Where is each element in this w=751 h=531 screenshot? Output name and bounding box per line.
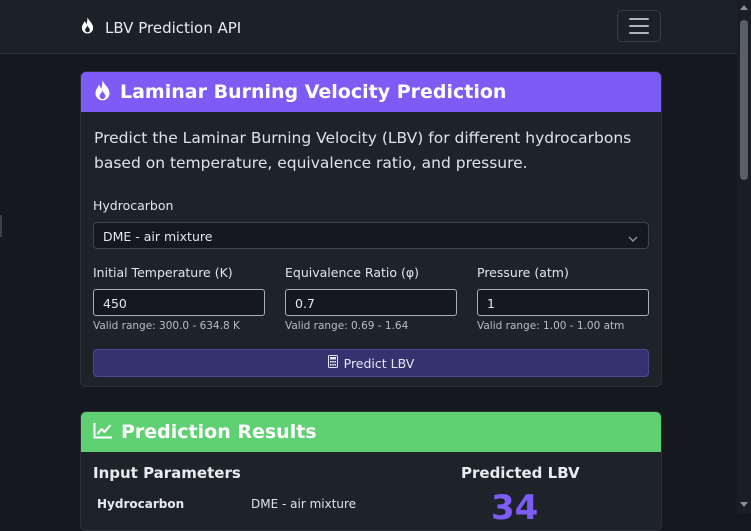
pressure-label: Pressure (atm) [477, 265, 569, 280]
chevron-down-icon [628, 231, 638, 246]
pressure-hint: Valid range: 1.00 - 1.00 atm [477, 320, 625, 332]
vertical-scrollbar[interactable] [737, 0, 751, 513]
predict-lbv-button[interactable]: Predict LBV [93, 349, 649, 377]
equivalence-ratio-label: Equivalence Ratio (φ) [285, 265, 419, 280]
calculator-icon [327, 355, 338, 371]
temperature-input[interactable]: 450 [93, 289, 265, 316]
temperature-hint: Valid range: 300.0 - 634.8 K [93, 320, 240, 332]
navbar: LBV Prediction API [0, 0, 737, 54]
navbar-toggler-button[interactable] [617, 10, 661, 42]
input-parameters-heading: Input Parameters [93, 464, 241, 482]
prediction-form-card: Laminar Burning Velocity Prediction Pred… [80, 71, 662, 387]
hydrocarbon-label: Hydrocarbon [93, 198, 174, 213]
flame-icon [80, 17, 95, 38]
hamburger-icon [629, 18, 649, 20]
card-title: Prediction Results [121, 421, 317, 443]
param-row-value: DME - air mixture [251, 497, 357, 511]
prediction-results-header: Prediction Results [81, 412, 661, 452]
predicted-lbv-heading: Predicted LBV [461, 464, 580, 482]
scroll-up-arrow-icon[interactable] [740, 5, 748, 10]
pressure-input[interactable]: 1 [477, 289, 649, 316]
prediction-results-card: Prediction Results Input Parameters Pred… [80, 411, 662, 531]
prediction-form-header: Laminar Burning Velocity Prediction [81, 72, 661, 112]
predicted-lbv-value: 34 [491, 488, 539, 528]
temperature-label: Initial Temperature (K) [93, 265, 233, 280]
scrollbar-thumb[interactable] [740, 20, 748, 180]
brand-title: LBV Prediction API [105, 18, 242, 37]
hydrocarbon-select[interactable]: DME - air mixture [93, 222, 649, 249]
hydrocarbon-select-value: DME - air mixture [103, 229, 213, 244]
chart-line-icon [93, 422, 113, 443]
window-splitter[interactable] [0, 215, 2, 237]
predict-button-label: Predict LBV [343, 355, 415, 371]
param-row-label: Hydrocarbon [97, 497, 185, 511]
lead-text: Predict the Laminar Burning Velocity (LB… [94, 129, 632, 172]
navbar-brand[interactable]: LBV Prediction API [80, 17, 241, 38]
equivalence-ratio-input[interactable]: 0.7 [285, 289, 457, 316]
equivalence-ratio-hint: Valid range: 0.69 - 1.64 [285, 320, 409, 332]
scroll-down-arrow-icon[interactable] [740, 502, 748, 507]
flame-icon [93, 79, 112, 105]
card-title: Laminar Burning Velocity Prediction [120, 81, 507, 103]
